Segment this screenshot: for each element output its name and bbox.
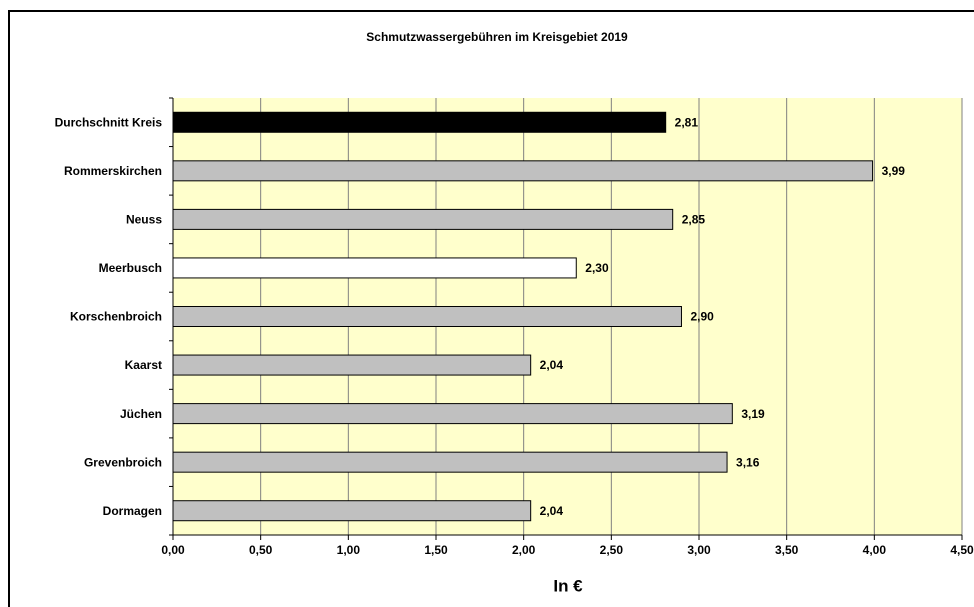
y-tick-label: Dormagen [103,504,162,518]
x-tick-label: 4,00 [863,543,887,557]
bar [172,257,577,279]
x-tick-label: 1,50 [424,543,448,557]
y-tick-label: Rommerskirchen [64,164,162,178]
x-tick-label: 2,50 [600,543,624,557]
y-tick-label: Neuss [126,213,162,227]
y-tick-label: Meerbusch [99,261,162,275]
bar [172,451,728,473]
bar [172,160,874,182]
value-label: 2,81 [675,115,699,129]
value-label: 2,30 [585,261,609,275]
bar [172,354,532,376]
bar [172,306,682,327]
x-tick-label: 0,00 [161,543,185,557]
bar [172,500,532,522]
y-tick-label: Korschenbroich [70,310,162,324]
x-tick-label: 1,00 [337,543,361,557]
x-axis-label: In € [553,576,583,595]
value-label: 3,16 [736,455,760,469]
y-tick-label: Kaarst [125,358,162,372]
bar [172,208,674,230]
bar [172,111,667,133]
bar [172,403,733,425]
value-label: 2,90 [690,310,714,324]
value-label: 2,04 [540,358,564,372]
value-label: 2,04 [540,504,564,518]
chart-title: Schmutzwassergebühren im Kreisgebiet 201… [366,30,628,44]
x-tick-label: 3,50 [775,543,799,557]
x-tick-label: 0,50 [249,543,273,557]
value-label: 3,99 [882,164,906,178]
x-tick-label: 2,00 [512,543,536,557]
y-tick-label: Jüchen [120,407,162,421]
value-label: 2,85 [682,213,706,227]
y-tick-label: Durchschnitt Kreis [55,115,163,129]
x-tick-label: 3,00 [687,543,711,557]
y-tick-label: Grevenbroich [84,455,162,469]
x-tick-label: 4,50 [950,543,974,557]
value-label: 3,19 [741,407,765,421]
